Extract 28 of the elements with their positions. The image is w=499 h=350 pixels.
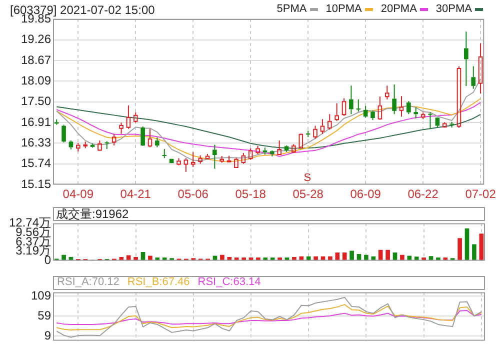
legend-label: 10PMA: [326, 3, 363, 16]
text: RSI_C:63.14: [198, 276, 261, 289]
y-tick-label: 15.74: [20, 156, 52, 170]
x-tick-label: 04-21: [120, 187, 152, 202]
x-tick-label: 06-22: [408, 187, 439, 202]
series-label: RSI_A:70.12: [57, 276, 120, 289]
annotation: S: [304, 172, 312, 184]
y-tick-label: 18.67: [20, 52, 52, 67]
x-tick-label: 04-09: [62, 187, 94, 202]
text: 成交量:91962: [56, 206, 129, 223]
text: RSI_B:67.46: [127, 276, 190, 289]
legend-label: 20PMA: [380, 3, 418, 16]
x-tick-label: 05-28: [292, 187, 324, 202]
y-tick-label: 15.15: [20, 176, 52, 191]
y-tick-label: 17.50: [20, 94, 52, 108]
y-tick-label: 19.26: [20, 32, 52, 46]
y-tick-label: 9: [44, 328, 52, 342]
legend-label: 5PMA: [276, 3, 308, 16]
x-tick-label: 05-18: [235, 187, 266, 202]
y-tick-label: 18.09: [20, 73, 52, 88]
y-tick-label: 16.33: [20, 135, 52, 150]
legend-label: 30PMA: [436, 3, 473, 16]
x-tick-label: 06-09: [350, 187, 382, 202]
y-tick-label: 109: [30, 288, 52, 302]
x-tick-label: 05-06: [178, 187, 209, 202]
y-tick-label: 16.91: [20, 114, 52, 129]
x-tick-label: 07-02: [465, 187, 496, 202]
y-tick-label: 59: [38, 308, 52, 322]
